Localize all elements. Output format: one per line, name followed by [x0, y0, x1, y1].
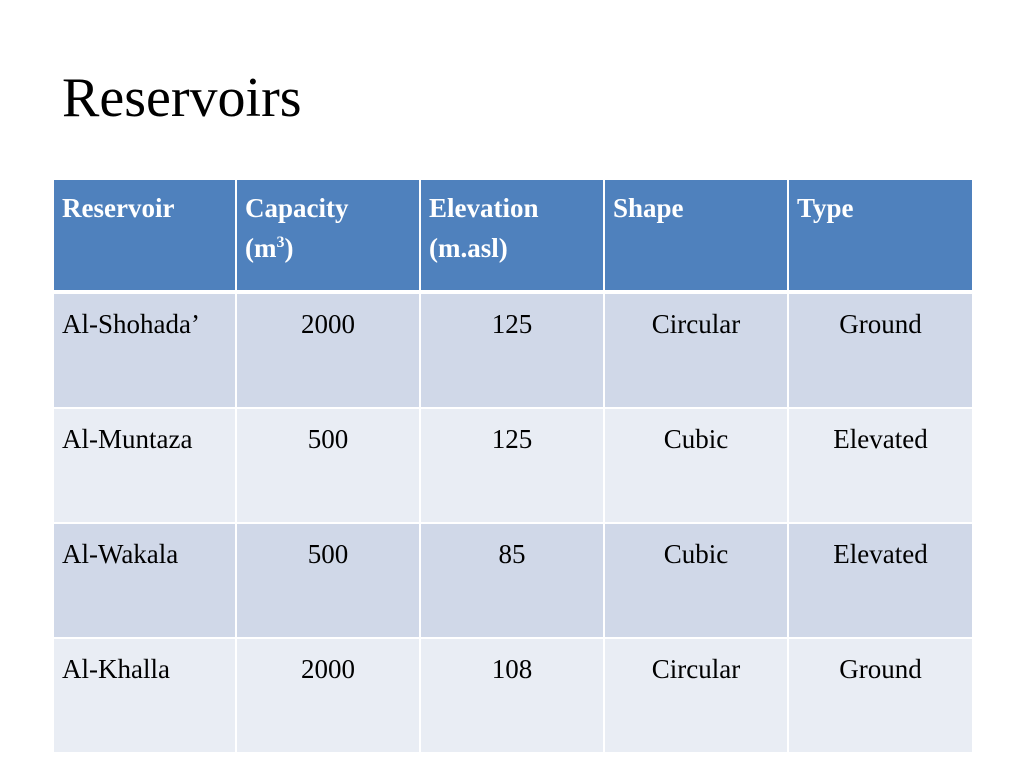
header-elevation-unit: (m.asl): [429, 233, 508, 263]
slide-title: Reservoirs: [62, 67, 302, 129]
cell-elevation: 108: [419, 637, 605, 754]
cell-shape: Circular: [603, 291, 789, 409]
cell-shape: Circular: [603, 637, 789, 754]
cell-type: Ground: [787, 291, 974, 409]
cell-elevation: 125: [419, 291, 605, 409]
cell-reservoir-name: Al-Khalla: [52, 637, 237, 754]
cell-capacity: 500: [235, 522, 421, 639]
cell-type: Ground: [787, 637, 974, 754]
cell-type: Elevated: [787, 522, 974, 639]
cell-capacity: 2000: [235, 291, 421, 409]
header-elevation: Elevation (m.asl): [419, 178, 605, 294]
header-capacity-label: Capacity: [245, 193, 349, 223]
cell-capacity: 500: [235, 407, 421, 524]
cell-elevation: 85: [419, 522, 605, 639]
cell-shape: Cubic: [603, 407, 789, 524]
cell-reservoir-name: Al-Muntaza: [52, 407, 237, 524]
header-capacity-unit-pre: (m: [245, 233, 277, 263]
table-row: Al-Wakala 500 85 Cubic Elevated: [52, 522, 974, 639]
header-capacity-unit-post: ): [284, 233, 294, 263]
table-header-row: Reservoir Capacity (m3) Elevation (m.asl…: [52, 178, 974, 294]
cell-type: Elevated: [787, 407, 974, 524]
cell-capacity: 2000: [235, 637, 421, 754]
header-reservoir: Reservoir: [52, 178, 237, 294]
header-capacity-unit-sup: 3: [276, 234, 285, 251]
table-row: Al-Shohada’ 2000 125 Circular Ground: [52, 291, 974, 409]
header-shape: Shape: [603, 178, 789, 294]
table-row: Al-Khalla 2000 108 Circular Ground: [52, 637, 974, 754]
cell-reservoir-name: Al-Wakala: [52, 522, 237, 639]
header-type: Type: [787, 178, 974, 294]
cell-shape: Cubic: [603, 522, 789, 639]
reservoirs-table: Reservoir Capacity (m3) Elevation (m.asl…: [52, 178, 974, 754]
table-row: Al-Muntaza 500 125 Cubic Elevated: [52, 407, 974, 524]
header-capacity: Capacity (m3): [235, 178, 421, 294]
header-elevation-label: Elevation: [429, 193, 539, 223]
cell-reservoir-name: Al-Shohada’: [52, 291, 237, 409]
cell-elevation: 125: [419, 407, 605, 524]
